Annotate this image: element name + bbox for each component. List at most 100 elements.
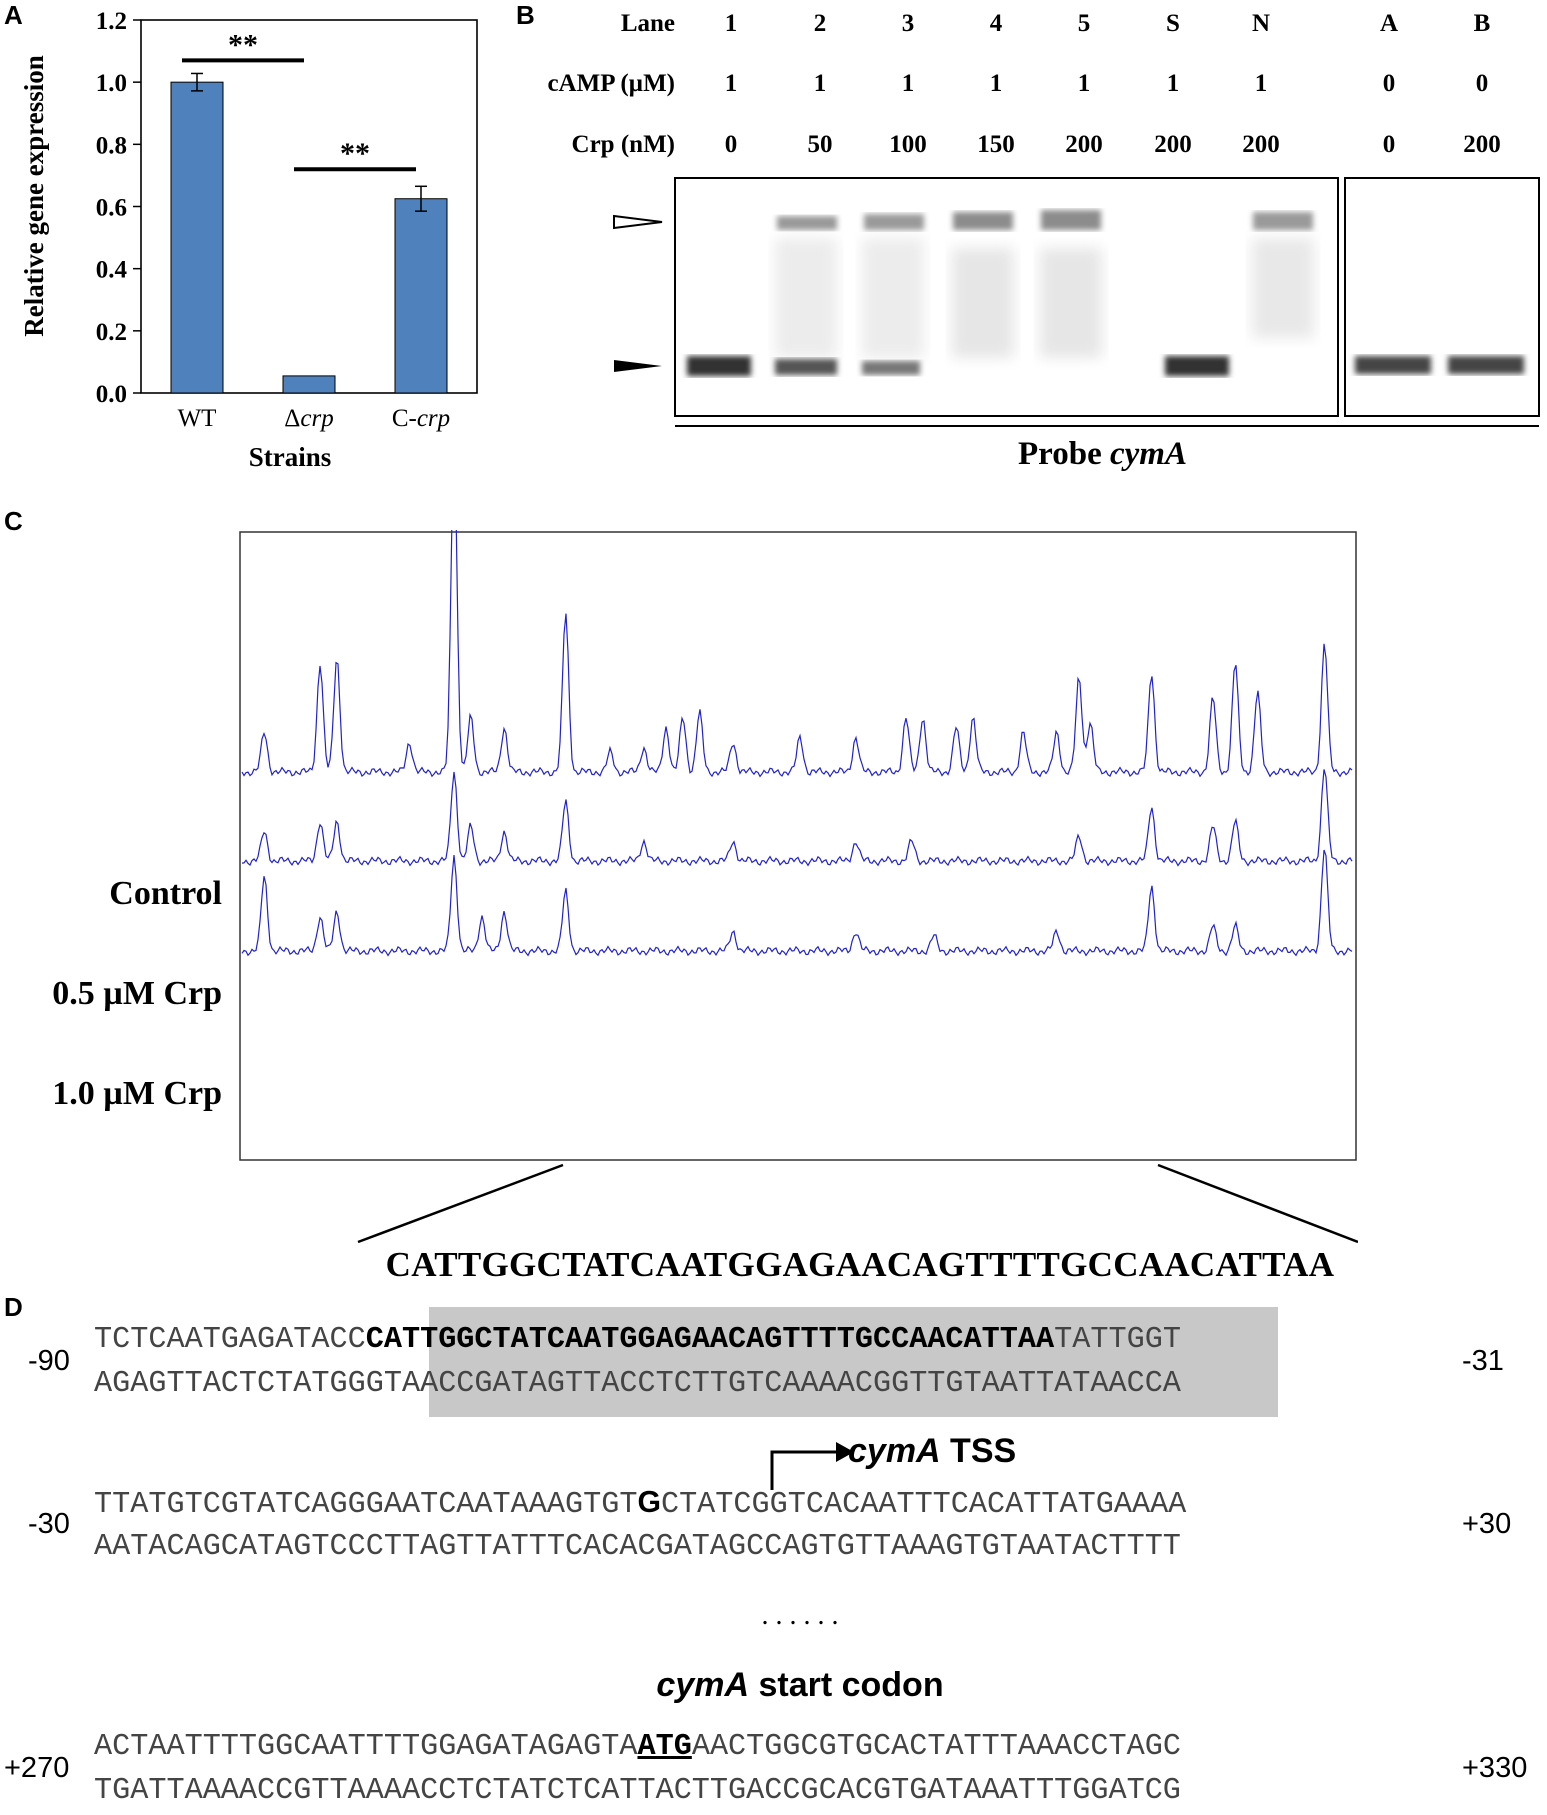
probe-label: Probe cymA — [670, 436, 1535, 473]
ellipsis: . . . . . . — [761, 1600, 839, 1631]
footprint-plot — [239, 530, 1358, 1244]
gel-left — [674, 177, 1339, 417]
panel-label-a: A — [4, 0, 23, 30]
y-tick-label: 0.2 — [96, 319, 127, 346]
gel-right — [1344, 177, 1540, 417]
seq-top-2-pre: TTATGTCGTATCAGGGAATCAATAAAGTGT — [94, 1488, 638, 1522]
bar-1 — [282, 375, 336, 394]
free-probe-arrow — [614, 360, 662, 372]
crp-row-label: Crp (nM) — [571, 131, 675, 158]
lane-crp-4: 200 — [1065, 131, 1103, 158]
panel-label-b: B — [516, 0, 535, 30]
lane-camp-3: 1 — [989, 70, 1003, 97]
y-tick-label: 1.0 — [96, 70, 127, 97]
tss-gene: cymA — [848, 1432, 941, 1470]
bar-chart: Relative gene expression Strains 0.0 0.2 0… — [19, 8, 478, 472]
seq-top-3: ACTAATTTTGGCAATTTTGGAGATAGAGTAATGAACTGGC… — [94, 1729, 1181, 1765]
y-tick-label: 0.6 — [96, 195, 127, 222]
lane-lane-7: A — [1379, 10, 1399, 37]
pos-start-3: +270 — [4, 1752, 70, 1784]
lane-crp-1: 50 — [807, 131, 833, 158]
lane-lane-1: 2 — [813, 10, 827, 37]
seq-bottom-1: AGAGTTACTCTATGGGTAACCGATAGTTACCTCTTGTCAA… — [94, 1367, 1181, 1401]
bar-0 — [170, 81, 224, 394]
lane-lane-5: S — [1166, 10, 1180, 37]
y-axis-label: Relative gene expression — [19, 55, 49, 336]
lane-crp-2: 100 — [889, 131, 927, 158]
tss-label: cymA TSS — [848, 1432, 1016, 1471]
seq-top-2-bold: G — [637, 1486, 661, 1519]
x-tick-label: C-crp — [392, 405, 450, 432]
shifted-band-arrow — [613, 214, 663, 230]
lane-lane-6: N — [1251, 10, 1271, 37]
seq-top-1-bold: CATTGGCTATCAATGGAGAACAGTTTTGCCAACATTAA — [365, 1323, 1055, 1357]
lane-crp-6: 200 — [1242, 131, 1280, 158]
pos-start-1: -90 — [28, 1345, 70, 1377]
trace-2 — [241, 849, 1353, 957]
seq-top-2: TTATGTCGTATCAGGGAATCAATAAAGTGTGCTATCGGTC… — [94, 1485, 1186, 1523]
pos-end-3: +330 — [1462, 1752, 1528, 1784]
lane-camp-8: 0 — [1475, 70, 1489, 97]
protected-sequence: CATTGGCTATCAATGGAGAACAGTTTTGCCAACATTAA — [385, 1245, 1335, 1284]
panel-label-d: D — [4, 1292, 23, 1322]
probe-prefix: Probe — [1018, 436, 1110, 472]
trace-label-10: 1.0 µM Crp — [52, 1075, 222, 1112]
trace-1 — [241, 769, 1353, 867]
x-axis-label: Strains — [249, 442, 332, 472]
tss-text: TSS — [940, 1432, 1017, 1470]
x-tick-label: WT — [178, 405, 217, 432]
y-tick-label: 0.0 — [96, 381, 127, 408]
trace-0 — [241, 530, 1353, 778]
seq-top-3-bold: ATG — [637, 1730, 692, 1764]
lane-lane-3: 4 — [989, 10, 1003, 37]
y-tick-label: 0.8 — [96, 132, 127, 159]
seq-top-1: TCTCAATGAGATACCCATTGGCTATCAATGGAGAACAGTT… — [94, 1322, 1181, 1358]
lane-crp-7: 0 — [1382, 131, 1396, 158]
y-tick-label: 1.2 — [96, 8, 127, 35]
lane-crp-0: 0 — [724, 131, 738, 158]
start-codon-label: cymA start codon — [500, 1666, 1100, 1705]
trace-label-control: Control — [109, 875, 222, 912]
seq-bottom-2: AATACAGCATAGTCCCTTAGTTATTTCACACGATAGCCAG… — [94, 1530, 1181, 1564]
start-codon-gene: cymA — [656, 1666, 750, 1704]
seq-top-2-post: CTATCGGTCACAATTTCACATTATGAAAA — [660, 1488, 1187, 1522]
lane-crp-8: 200 — [1463, 131, 1501, 158]
trace-label-05: 0.5 µM Crp — [52, 975, 222, 1012]
significance-label: ** — [340, 137, 370, 170]
seq-top-1-post: TATTGGT — [1054, 1323, 1181, 1357]
zoom-line-left — [357, 1163, 564, 1244]
pos-start-2: -30 — [28, 1508, 70, 1540]
lane-lane-4: 5 — [1077, 10, 1091, 37]
lane-camp-7: 0 — [1382, 70, 1396, 97]
panel-label-c: C — [4, 506, 23, 536]
pos-end-2: +30 — [1462, 1508, 1512, 1540]
bar-2 — [394, 198, 448, 394]
lane-lane-2: 3 — [901, 10, 915, 37]
tss-arrow — [770, 1442, 854, 1490]
lane-lane-8: B — [1473, 10, 1491, 37]
camp-row-label: cAMP (µM) — [547, 70, 675, 97]
lane-camp-5: 1 — [1166, 70, 1180, 97]
lane-row-label: Lane — [620, 10, 675, 37]
lane-lane-0: 1 — [724, 10, 738, 37]
seq-top-3-pre: ACTAATTTTGGCAATTTTGGAGATAGAGTA — [94, 1730, 638, 1764]
zoom-line-right — [1157, 1163, 1358, 1244]
lane-camp-1: 1 — [813, 70, 827, 97]
lane-camp-6: 1 — [1254, 70, 1268, 97]
lane-camp-2: 1 — [901, 70, 915, 97]
seq-top-1-pre: TCTCAATGAGATACC — [94, 1323, 366, 1357]
x-tick-label: Δcrp — [284, 405, 333, 432]
probe-gene-name: cymA — [1109, 436, 1187, 472]
lane-camp-0: 1 — [724, 70, 738, 97]
seq-bottom-3: TGATTAAAACCGTTAAAACCTCTATCTCATTACTTGACCG… — [94, 1774, 1181, 1808]
seq-top-3-post: AACTGGCGTGCACTATTTAAACCTAGC — [691, 1730, 1181, 1764]
emsa-gel — [613, 177, 1540, 427]
start-codon-text: start codon — [749, 1666, 944, 1704]
seq-highlight — [429, 1307, 1278, 1417]
pos-end-1: -31 — [1462, 1345, 1504, 1377]
lane-crp-3: 150 — [977, 131, 1015, 158]
y-tick-label: 0.4 — [96, 257, 128, 284]
lane-crp-5: 200 — [1154, 131, 1192, 158]
significance-label: ** — [228, 28, 258, 61]
lane-camp-4: 1 — [1077, 70, 1091, 97]
